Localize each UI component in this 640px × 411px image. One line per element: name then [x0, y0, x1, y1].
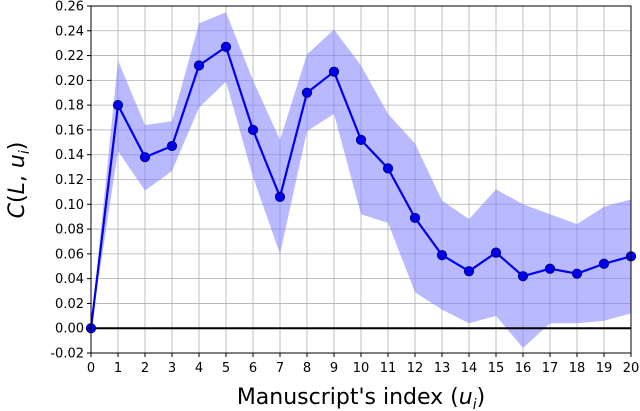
x-tick-label: 17: [542, 361, 559, 376]
y-tick-label: 0.16: [55, 123, 84, 138]
data-point: [139, 152, 151, 163]
y-axis-label: C(L, ui): [5, 142, 33, 219]
data-point: [490, 247, 502, 258]
data-point: [193, 60, 205, 71]
x-axis-label: Manuscript's index (ui): [237, 385, 485, 411]
data-point: [571, 268, 583, 279]
x-tick-label: 19: [596, 361, 613, 376]
y-tick-label: 0.20: [55, 74, 84, 89]
x-tick-label: 11: [380, 361, 397, 376]
y-tick-label: 0.26: [55, 0, 84, 15]
data-point: [409, 212, 421, 224]
x-tick-label: 5: [222, 361, 230, 376]
y-tick-label: 0.08: [55, 223, 84, 238]
x-tick-labels: 0 1 2 3 4 5 6 7 8 9 10 11 12 13 14 15 16 17 18 19 20: [87, 353, 639, 376]
y-tick-label: 0.18: [55, 99, 84, 114]
data-point: [436, 249, 448, 261]
data-point: [382, 163, 394, 174]
data-point: [544, 263, 556, 274]
y-tick-label: 0.06: [55, 247, 84, 262]
data-point: [463, 266, 475, 277]
x-tick-label: 18: [569, 361, 586, 376]
y-tick-label: 0.00: [55, 322, 84, 337]
data-point: [166, 140, 178, 152]
x-tick-label: 9: [330, 361, 338, 376]
y-tick-label: 0.04: [55, 272, 84, 287]
x-tick-label: 3: [168, 361, 176, 376]
data-point: [112, 100, 124, 111]
y-tick-label: 0.02: [55, 297, 84, 312]
x-tick-label: 15: [488, 361, 505, 376]
y-tick-label: 0.10: [55, 198, 84, 213]
data-point: [598, 258, 610, 269]
x-tick-label: 6: [249, 361, 257, 376]
data-point: [247, 124, 259, 136]
confidence-band-layer: [91, 12, 631, 349]
x-tick-label: 8: [303, 361, 311, 376]
x-tick-label: 4: [195, 361, 203, 376]
x-tick-label: 0: [87, 361, 95, 376]
data-point: [328, 66, 340, 77]
y-tick-label: 0.24: [55, 24, 84, 39]
data-point: [517, 271, 529, 282]
x-tick-label: 2: [141, 361, 149, 376]
y-tick-label: 0.22: [55, 49, 84, 64]
x-tick-label: 1: [114, 361, 122, 376]
x-tick-label: 16: [515, 361, 532, 376]
y-tick-label: -0.02: [50, 347, 84, 362]
data-point: [355, 134, 367, 145]
data-point: [301, 87, 313, 98]
x-tick-label: 12: [407, 361, 424, 376]
x-tick-label: 10: [353, 361, 370, 376]
y-tick-labels: -0.02 0.00 0.02 0.04 0.06 0.08 0.10 0.12 0.14 0.1…: [50, 0, 91, 362]
data-point: [274, 191, 286, 202]
x-tick-label: 14: [461, 361, 478, 376]
data-point: [220, 41, 232, 52]
x-tick-label: 20: [623, 361, 640, 376]
x-tick-label: 13: [434, 361, 451, 376]
y-tick-label: 0.14: [55, 148, 84, 163]
x-tick-label: 7: [276, 361, 284, 376]
confidence-band: [91, 12, 631, 349]
y-tick-label: 0.12: [55, 173, 84, 188]
